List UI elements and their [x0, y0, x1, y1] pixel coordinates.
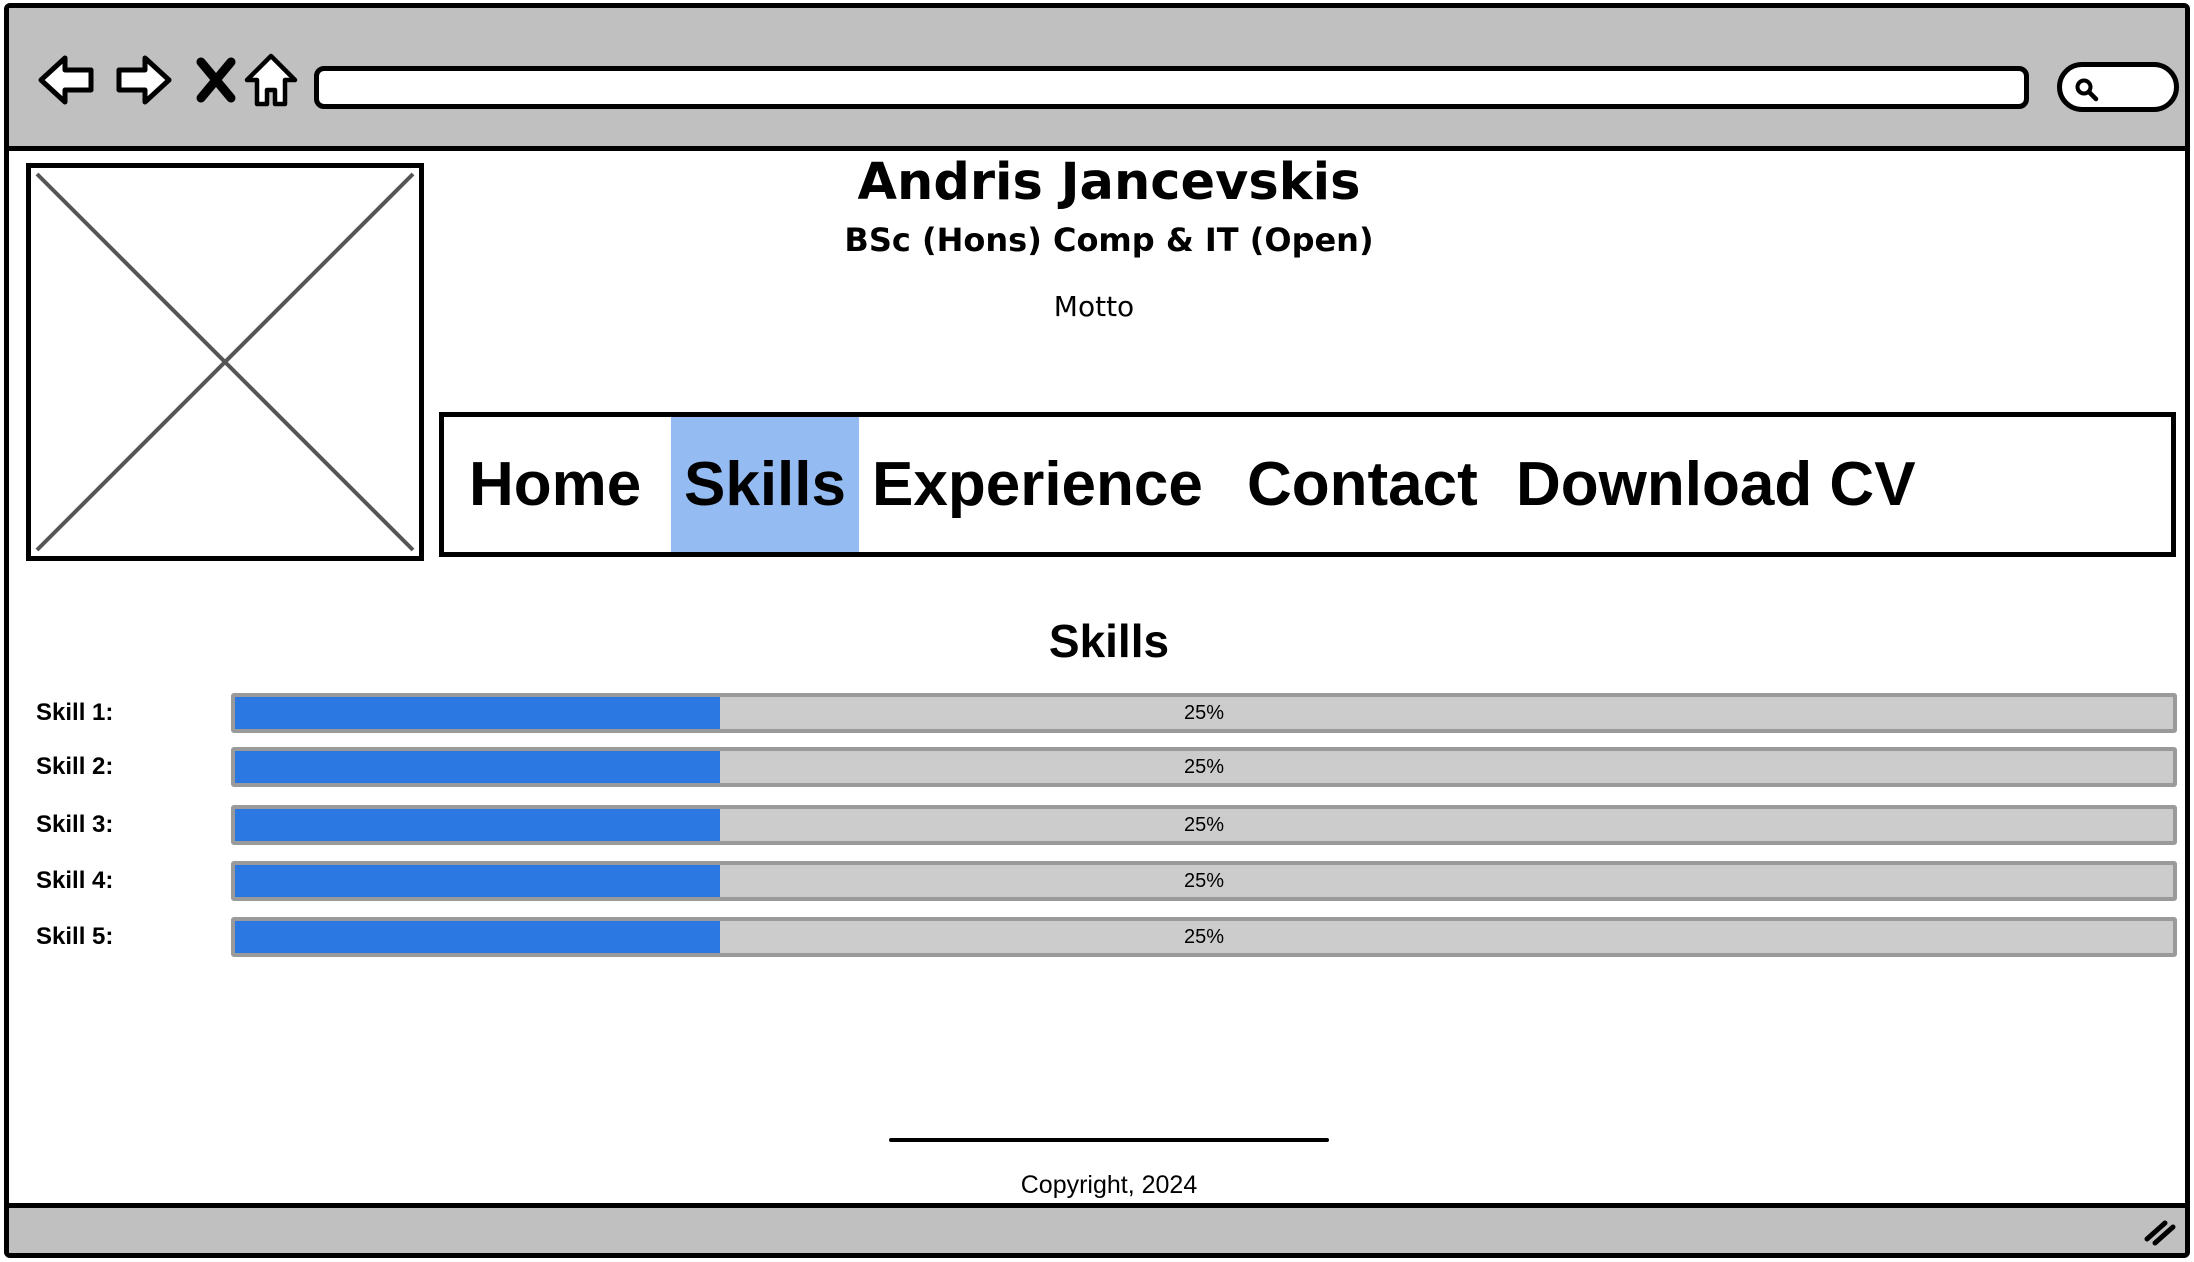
skill-percent: 25% [1183, 702, 1225, 724]
skill-row: Skill 3: 25% [9, 805, 2185, 847]
nav-item-experience[interactable]: Experience [872, 450, 1203, 519]
url-bar[interactable] [314, 66, 2029, 109]
skill-row: Skill 1: 25% [9, 693, 2185, 735]
skill-row: Skill 2: 25% [9, 747, 2185, 789]
skill-label: Skill 4: [36, 867, 114, 894]
skill-percent: 25% [1183, 926, 1225, 948]
browser-toolbar [9, 8, 2185, 151]
site-subtitle: BSc (Hons) Comp & IT (Open) [844, 221, 1374, 259]
nav-item-contact[interactable]: Contact [1247, 450, 1478, 519]
close-x-icon[interactable] [187, 50, 247, 110]
footer-copyright: Copyright, 2024 [1020, 1171, 1198, 1199]
main-navigation: Home Skills Experience Contact Download … [439, 412, 2176, 557]
skill-progress-bar: 25% [231, 747, 2177, 787]
skill-percent: 25% [1183, 814, 1225, 836]
site-title: Andris Jancevskis [857, 153, 1361, 212]
skills-heading: Skills [1048, 615, 1170, 667]
search-box[interactable] [2057, 62, 2179, 112]
skill-progress-bar: 25% [231, 861, 2177, 901]
skill-label: Skill 2: [36, 753, 114, 780]
back-arrow-icon[interactable] [37, 50, 97, 110]
skill-progress-fill [235, 921, 720, 953]
skill-row: Skill 4: 25% [9, 861, 2185, 903]
skill-row: Skill 5: 25% [9, 917, 2185, 959]
skill-progress-fill [235, 865, 720, 897]
image-placeholder-icon [35, 172, 415, 552]
skill-percent: 25% [1183, 756, 1225, 778]
skill-label: Skill 5: [36, 923, 114, 950]
search-icon [2075, 78, 2099, 102]
browser-status-bar [9, 1203, 2185, 1253]
skill-label: Skill 1: [36, 699, 114, 726]
nav-item-download-cv[interactable]: Download CV [1516, 450, 1916, 519]
forward-arrow-icon[interactable] [113, 50, 173, 110]
footer-divider [889, 1138, 1329, 1142]
skill-progress-bar: 25% [231, 917, 2177, 957]
nav-item-skills[interactable]: Skills [671, 417, 859, 552]
skill-progress-bar: 25% [231, 805, 2177, 845]
skill-progress-fill [235, 809, 720, 841]
browser-window: Andris Jancevskis BSc (Hons) Comp & IT (… [4, 3, 2190, 1258]
resize-grip-icon[interactable] [2141, 1213, 2177, 1247]
skill-progress-fill [235, 697, 720, 729]
skill-progress-fill [235, 751, 720, 783]
profile-image-placeholder [26, 163, 424, 561]
home-icon[interactable] [241, 50, 301, 110]
site-motto: Motto [1053, 290, 1135, 323]
skill-percent: 25% [1183, 870, 1225, 892]
nav-item-home[interactable]: Home [469, 450, 642, 519]
skill-progress-bar: 25% [231, 693, 2177, 733]
skill-label: Skill 3: [36, 811, 114, 838]
